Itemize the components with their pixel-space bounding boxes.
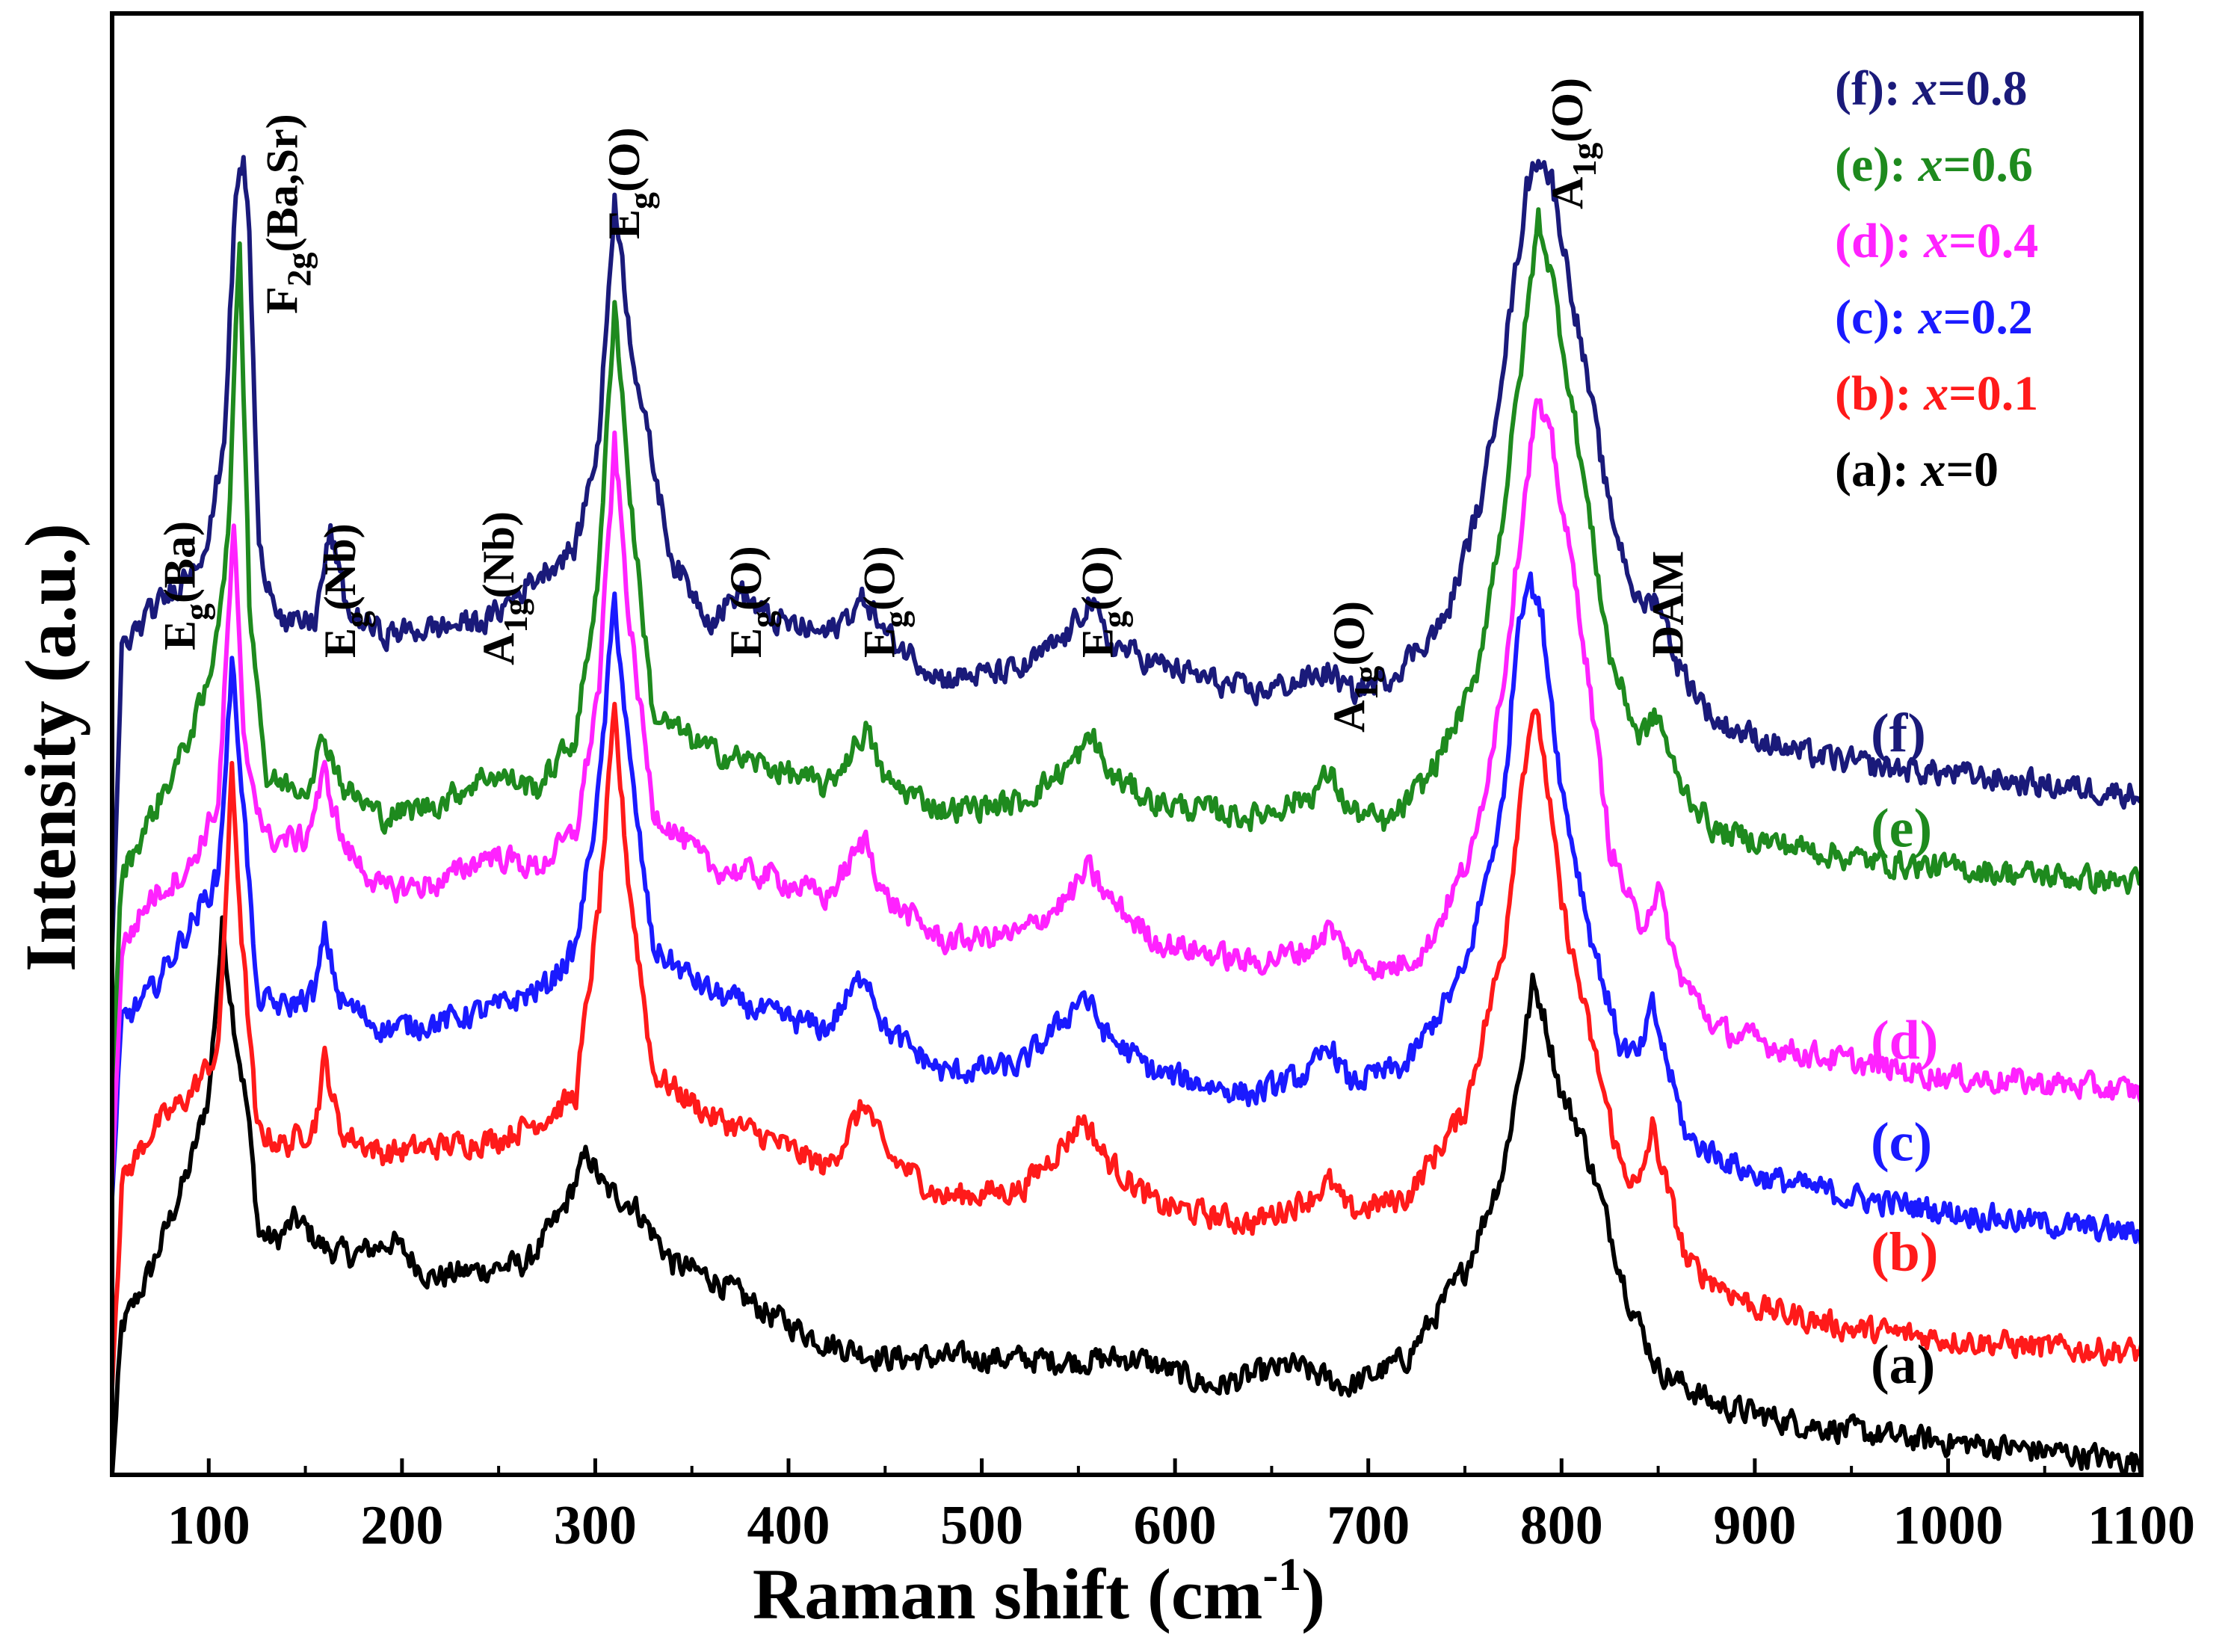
x-tick-label: 500 (940, 1495, 1023, 1556)
series-line-a (110, 915, 2144, 1476)
series-line-c (110, 571, 2144, 1246)
curve-label: (e) (1871, 798, 1932, 859)
peak-label: A1g(O) (1324, 601, 1385, 733)
curve-label: (d) (1871, 1010, 1938, 1071)
x-tick-label: 1100 (2087, 1495, 2195, 1556)
peak-label: A1g(Nb) (474, 511, 534, 665)
x-tick-label: 400 (747, 1495, 830, 1556)
x-tick-label: 200 (360, 1495, 443, 1556)
curve-label: (f) (1871, 703, 1926, 764)
x-tick-label: 700 (1327, 1495, 1410, 1556)
series-line-e (110, 207, 2144, 1081)
peak-label: A1g(O) (1543, 78, 1603, 209)
legend-entry: (d): x=0.4 (1835, 214, 2038, 268)
x-axis-ticks: 100 200 300 400 500 600 700 800 900 1000 1100 (111, 1458, 2195, 1556)
y-axis-title: Intensity (a.u.) (10, 523, 90, 972)
curve-label: (a) (1871, 1334, 1935, 1396)
legend-entry: (f): x=0.8 (1835, 61, 2028, 116)
curve-labels: (a) (b) (c) (d) (e) (f) (1871, 703, 1938, 1396)
legend-entry: (a): x=0 (1835, 443, 1999, 497)
series-line-f (110, 155, 2143, 949)
x-tick-label: 900 (1713, 1495, 1796, 1556)
x-tick-label: 100 (167, 1495, 250, 1556)
peak-label: Eg(O) (1073, 546, 1134, 658)
peak-label: Eg(O) (855, 546, 916, 658)
series-line-b (110, 701, 2144, 1387)
x-tick-label: 600 (1134, 1495, 1217, 1556)
legend: (f): x=0.8 (e): x=0.6 (d): x=0.4 (c): x=0.2… (1835, 61, 2038, 497)
legend-entry: (e): x=0.6 (1835, 138, 2033, 192)
peak-label: DAM (1644, 551, 1693, 658)
curve-label: (c) (1871, 1112, 1932, 1174)
peak-label: Eg(Nb) (315, 523, 376, 658)
legend-entry: (c): x=0.2 (1835, 290, 2033, 345)
peak-label: Eg(O) (599, 127, 660, 239)
series-layer (110, 155, 2144, 1476)
x-tick-label: 800 (1520, 1495, 1603, 1556)
x-tick-label: 300 (554, 1495, 637, 1556)
peak-label: Eg(Ba) (155, 521, 216, 650)
peak-label: F2g(Ba,Sr) (258, 114, 318, 314)
x-tick-label: 1000 (1892, 1495, 2003, 1556)
curve-label: (b) (1871, 1221, 1938, 1283)
series-line-d (110, 398, 2144, 1183)
peak-annotations: Eg(Ba) F2g(Ba,Sr) Eg(Nb) A1g(Nb) Eg(O) Eg(O) E… (155, 78, 1693, 733)
peak-label: Eg(O) (721, 546, 782, 658)
x-axis-title: Raman shift (cm-1) (753, 1550, 1325, 1634)
legend-entry: (b): x=0.1 (1835, 366, 2038, 421)
plot-frame (110, 11, 2144, 1477)
